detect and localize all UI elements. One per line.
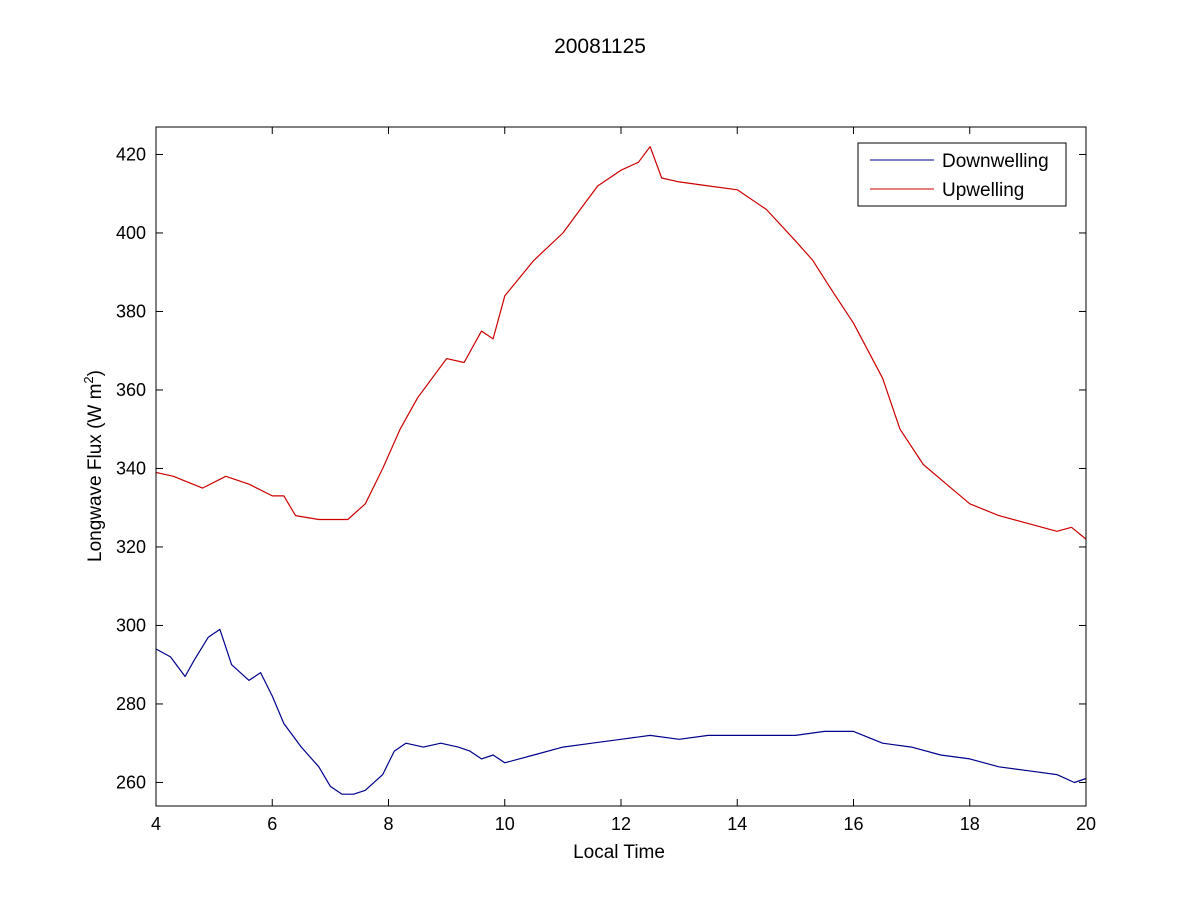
series-line-downwelling	[155, 628, 1087, 795]
y-tick-label: 260	[116, 772, 146, 792]
y-tick-label: 300	[116, 615, 146, 635]
plot-series	[155, 146, 1087, 795]
legend-box	[857, 142, 1067, 207]
legend-label-downwelling: Downwelling	[942, 151, 1049, 172]
x-tick-label: 18	[960, 814, 980, 834]
x-tick-label: 12	[611, 814, 631, 834]
y-tick-label: 280	[116, 694, 146, 714]
legend-label-upwelling: Upwelling	[942, 180, 1024, 201]
x-axis-label: Local Time	[573, 842, 665, 863]
y-tick-label: 320	[116, 537, 146, 557]
y-tick-label: 340	[116, 458, 146, 478]
y-axis-label-superscript: 2	[81, 376, 96, 383]
x-tick-label: 4	[151, 814, 161, 834]
legend: Downwelling Upwelling	[857, 142, 1067, 207]
y-tick-label: 380	[116, 301, 146, 321]
y-axis-ticks: 260 280 300 320 340 360 380 400 420	[116, 144, 1086, 792]
y-axis-label-main: Longwave Flux (W m	[85, 384, 106, 562]
x-tick-label: 10	[495, 814, 515, 834]
series-line-upwelling	[155, 146, 1087, 540]
y-axis-label: Longwave Flux (W m2)	[81, 370, 106, 562]
x-tick-label: 16	[843, 814, 863, 834]
y-tick-label: 400	[116, 223, 146, 243]
y-axis-label-close: )	[85, 370, 106, 376]
x-axis-ticks: 4 6 8 10 12 14 16 18 20	[151, 127, 1096, 834]
x-tick-label: 8	[383, 814, 393, 834]
y-tick-label: 360	[116, 380, 146, 400]
x-tick-label: 14	[727, 814, 747, 834]
x-tick-label: 6	[267, 814, 277, 834]
y-tick-label: 420	[116, 144, 146, 164]
x-tick-label: 20	[1076, 814, 1096, 834]
chart-title: 20081125	[554, 35, 646, 58]
